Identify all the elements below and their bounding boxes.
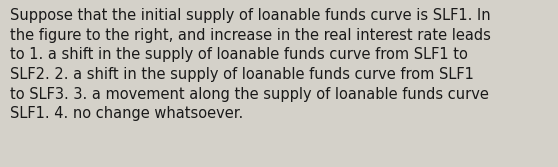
Text: Suppose that the initial supply of loanable funds curve is SLF1. In
the figure t: Suppose that the initial supply of loana… xyxy=(10,8,491,121)
